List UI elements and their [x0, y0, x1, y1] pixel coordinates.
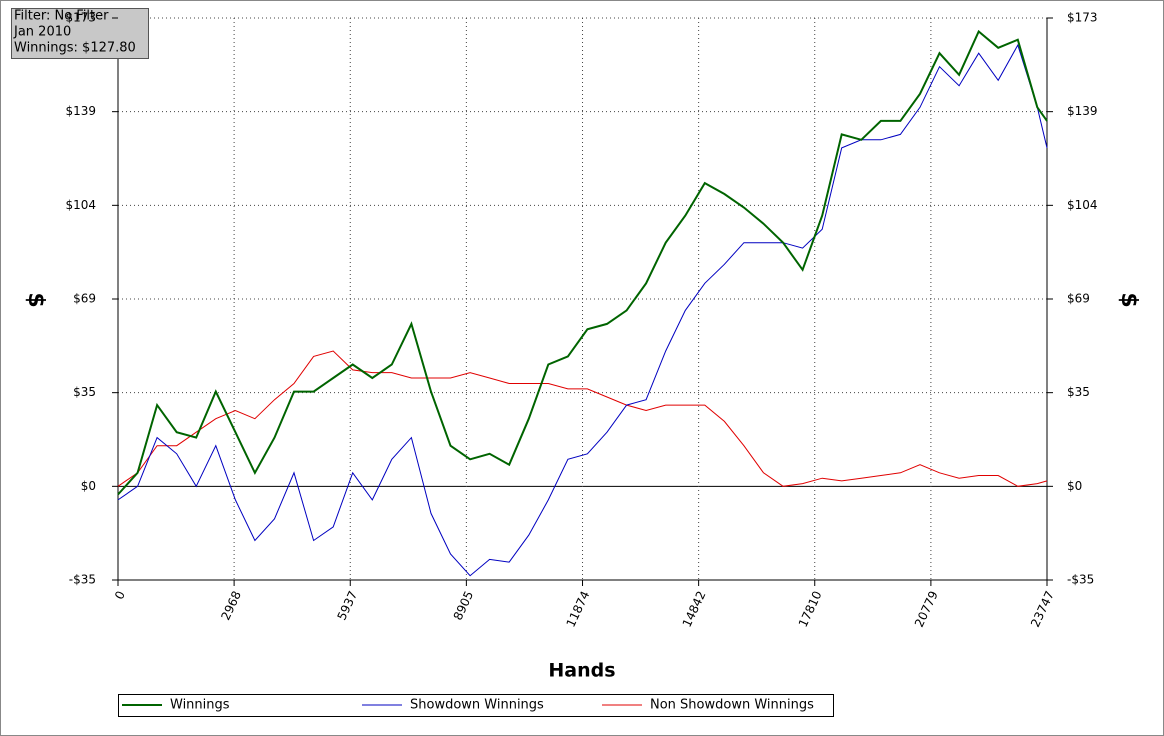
- y2-tick-label: $69: [1067, 292, 1090, 306]
- y-tick-label: $173: [65, 11, 96, 25]
- y2-axis-label: $: [1116, 292, 1141, 307]
- info-box: [11, 8, 149, 59]
- info-date: Jan 2010: [13, 25, 71, 40]
- x-axis-label: Hands: [548, 660, 615, 682]
- y-tick-label: -$35: [69, 573, 96, 587]
- y-axis-label: $: [23, 292, 48, 307]
- y2-tick-label: $104: [1067, 198, 1098, 212]
- series-line: [117, 29, 1048, 496]
- info-filter: Filter: No Filter: [14, 9, 109, 24]
- legend-label: Non Showdown Winnings: [650, 698, 814, 713]
- y2-tick-label: $0: [1067, 479, 1082, 493]
- series-line: [117, 350, 1048, 487]
- y-tick-label: $69: [73, 292, 96, 306]
- y2-tick-label: $173: [1067, 11, 1098, 25]
- legend-label: Showdown Winnings: [410, 698, 544, 713]
- legend-label: Winnings: [170, 698, 230, 713]
- y-tick-label: $104: [65, 198, 96, 212]
- legend: [118, 694, 834, 717]
- y2-tick-label: $35: [1067, 385, 1090, 399]
- y-tick-label: $35: [73, 385, 96, 399]
- series-line: [117, 43, 1048, 577]
- y2-tick-label: -$35: [1067, 573, 1094, 587]
- y-tick-label: $0: [81, 479, 96, 493]
- y-tick-label: $139: [65, 104, 96, 118]
- info-winnings: Winnings: $127.80: [14, 41, 136, 56]
- y2-tick-label: $139: [1067, 104, 1098, 118]
